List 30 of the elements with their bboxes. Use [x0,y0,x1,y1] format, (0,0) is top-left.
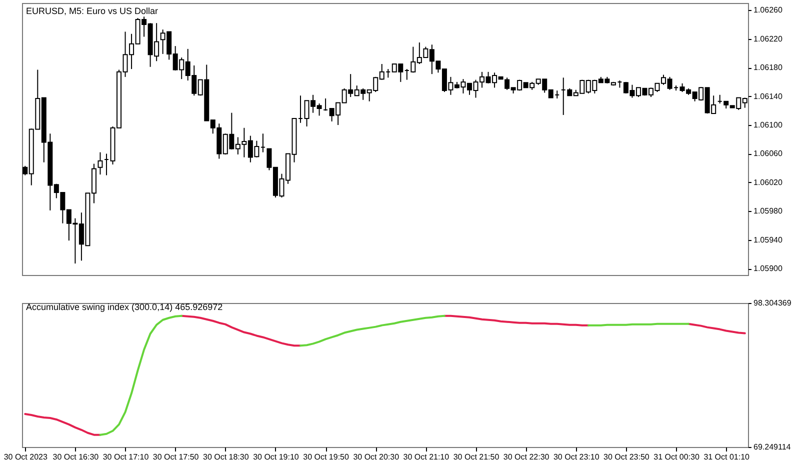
chart-title: Accumulative swing index (300.0,14) 465.926972 [26,302,223,312]
x-tick-label: 31 Oct 00:30 [654,452,700,462]
y-tick-label: 1.05940 [754,235,783,244]
x-tick-label: 30 Oct 17:50 [152,452,200,462]
y-tick-label: 69.249114 [754,442,792,452]
x-tick-label: 30 Oct 22:30 [503,452,550,462]
y-tick-label: 1.06020 [754,178,783,187]
x-tick-label: 30 Oct 21:50 [453,452,500,462]
x-tick-label: 30 Oct 2023 [4,452,48,462]
x-tick-label: 30 Oct 23:50 [604,452,650,462]
y-tick-label: 1.06180 [754,63,783,72]
candlestick [98,152,103,176]
y-tick-label: 1.06100 [754,120,783,130]
x-tick-label: 30 Oct 17:10 [102,452,150,462]
x-tick-label: 30 Oct 21:10 [403,452,450,462]
x-tick-label: 30 Oct 16:30 [52,452,100,462]
y-tick-label: 1.06260 [754,6,783,15]
y-tick-label: 1.06220 [754,34,783,44]
y-tick-label: 98.304369 [754,298,792,308]
x-tick-label: 30 Oct 19:50 [303,452,350,462]
x-tick-label: 30 Oct 23:10 [553,452,600,462]
chart-title: EURUSD, M5: Euro vs US Dollar [26,6,158,16]
x-tick-label: 30 Oct 20:30 [353,452,400,462]
y-tick-label: 1.06140 [754,92,783,101]
y-tick-label: 1.05980 [754,206,783,216]
x-tick-label: 30 Oct 18:30 [203,452,250,462]
y-tick-label: 1.05900 [754,264,783,274]
x-tick-label: 31 Oct 01:10 [704,452,750,462]
y-tick-label: 1.06060 [754,149,783,158]
x-tick-label: 30 Oct 19:10 [253,452,300,462]
